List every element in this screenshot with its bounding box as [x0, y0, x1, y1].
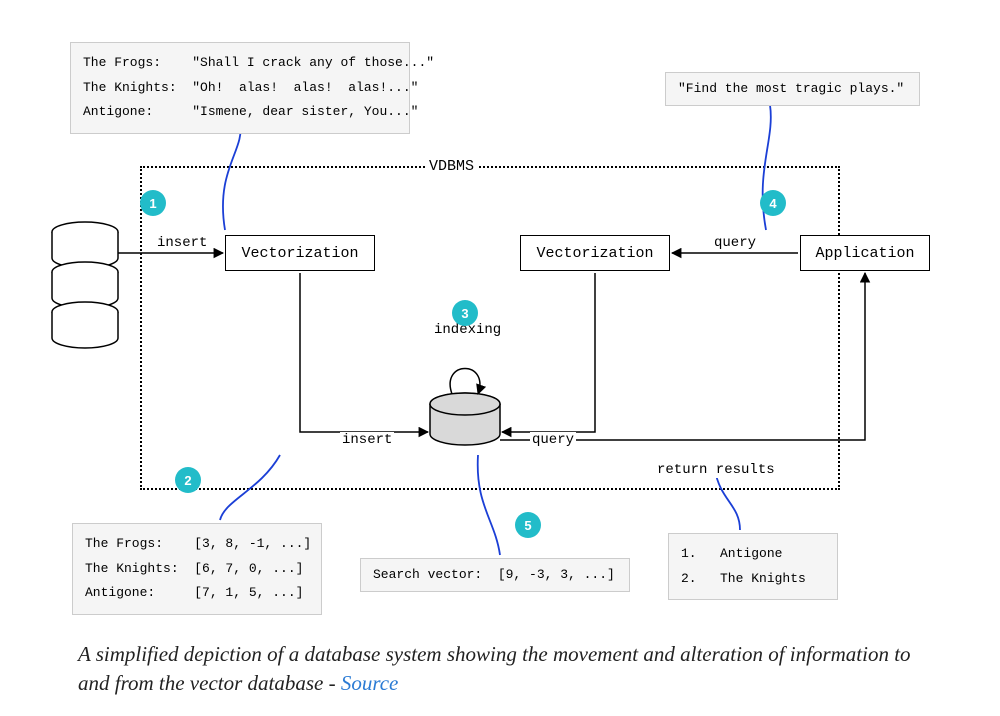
label-insert-top: insert — [155, 235, 209, 251]
vdbms-diagram: VDBMS — [0, 0, 1000, 630]
badge-3: 3 — [452, 300, 478, 326]
vectorization-left-box: Vectorization — [225, 235, 375, 271]
query-text-box: "Find the most tragic plays." — [665, 72, 920, 106]
search-vector-box: Search vector: [9, -3, 3, ...] — [360, 558, 630, 592]
label-return-results: return results — [655, 462, 777, 478]
badge-1: 1 — [140, 190, 166, 216]
label-query-top: query — [712, 235, 758, 251]
vdbms-label: VDBMS — [425, 158, 478, 175]
label-query-bottom: query — [530, 432, 576, 448]
label-insert-bottom: insert — [340, 432, 394, 448]
vectorization-right-box: Vectorization — [520, 235, 670, 271]
badge-4: 4 — [760, 190, 786, 216]
caption-source-link[interactable]: Source — [341, 671, 399, 695]
raw-docs-box: The Frogs: "Shall I crack any of those..… — [70, 42, 410, 134]
application-box: Application — [800, 235, 930, 271]
vectors-box: The Frogs: [3, 8, -1, ...] The Knights: … — [72, 523, 322, 615]
badge-2: 2 — [175, 467, 201, 493]
figure-caption: A simplified depiction of a database sys… — [78, 640, 918, 699]
badge-5: 5 — [515, 512, 541, 538]
caption-text: A simplified depiction of a database sys… — [78, 642, 911, 695]
results-box: 1. Antigone 2. The Knights — [668, 533, 838, 600]
